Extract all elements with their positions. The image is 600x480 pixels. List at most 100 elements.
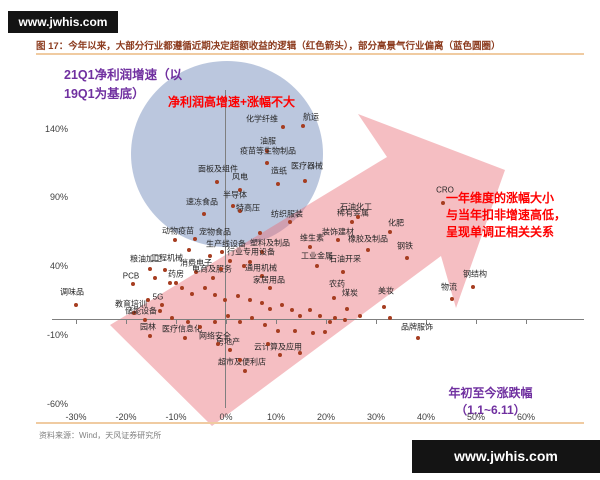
data-point [263,323,267,328]
data-point [290,308,294,312]
data-point-label: 钢铁 [397,241,413,251]
data-point [226,313,230,318]
data-point-label: 园林 [140,322,156,332]
data-point [323,330,327,334]
data-point [74,302,78,307]
data-point-label: 超市及便利店 [218,357,266,366]
data-point [278,353,282,358]
data-point [213,292,217,297]
data-point-label: 石油化工 [340,202,372,211]
data-point [180,286,184,290]
data-point [308,308,312,312]
y-tick-label: 140% [44,123,68,134]
data-point-label: 半导体 [223,190,247,199]
data-point-label: 行业专用设备 [227,247,275,257]
data-point [158,309,162,314]
data-point [213,320,217,325]
data-point-label: 生产线设备 [206,239,246,249]
data-point [318,313,322,318]
data-point [215,180,219,185]
data-point-label: 通用机械 [245,263,277,273]
data-point-label: 化肥 [388,218,404,228]
x-tick-mark [276,319,277,324]
data-point [315,264,319,268]
data-point [366,247,370,252]
data-point-label: 橡胶及制品 [348,234,388,243]
data-point [238,357,242,362]
data-point-label: 造纸 [271,166,287,175]
x-axis-title: 年初至今涨跌幅 （1.1~6.11） [428,385,553,419]
data-point [343,317,347,322]
y-tick-label: 40% [49,261,68,271]
data-point [160,302,164,307]
data-point [416,335,420,340]
data-point [132,310,136,315]
data-point [265,160,269,165]
data-point-label: 物流 [441,282,457,292]
y-tick-label: -60% [46,398,68,409]
data-point-label: 航运 [303,112,319,122]
data-point [238,209,242,213]
data-point-label: 工业金属 [301,251,333,261]
data-point [260,250,264,255]
data-point-label: 工程机械 [151,253,183,263]
y-tick-label: 90% [49,192,68,203]
data-point [258,231,262,235]
arrow-annotation-line3: 呈现单调正相关关系 [446,225,555,239]
data-point-label: 维生素 [300,233,324,243]
data-point [268,286,272,290]
data-point [265,148,269,153]
data-point [203,286,207,290]
title-divider [36,53,584,55]
x-tick-mark [526,319,527,324]
data-point-label: 教育培训 [115,299,147,309]
data-point-label: 动物疫苗 [162,226,194,236]
x-tick-mark [76,319,77,324]
x-tick-mark [476,319,477,324]
data-point [276,328,280,333]
data-point-label: 稀有金属 [337,208,369,218]
x-tick-mark [176,319,177,324]
data-point-label: 塑料及制品 [250,238,290,248]
y-axis-title-line1: 21Q1净利润增速（以 [64,68,183,82]
data-point [288,220,292,224]
x-axis-title-line2: （1.1~6.11） [455,403,526,417]
data-point [388,229,392,234]
watermark-top: www.jwhis.com [8,11,118,33]
data-point-label: 美妆 [378,286,394,296]
data-point-label: 农药 [329,279,345,289]
data-point-label: 纺织服装 [271,209,303,219]
x-tick-label: -10% [165,412,187,422]
data-point [236,294,240,299]
x-tick-mark [226,319,227,324]
x-tick-label: 0% [219,412,233,422]
data-point [228,347,232,352]
x-tick-label: 20% [316,412,336,422]
data-point [336,237,340,242]
data-point [293,328,297,333]
data-point [186,320,190,325]
data-point [198,324,202,329]
x-tick-mark [326,319,327,324]
data-point [298,350,302,355]
data-point [208,254,212,259]
data-point [173,237,177,242]
data-point [471,284,475,289]
data-point [345,306,349,311]
data-point [194,269,198,274]
data-point [356,214,360,219]
data-point [248,298,252,303]
data-point [388,316,392,321]
data-point-label: 特高压 [236,203,260,213]
data-point-label: 油服 [260,136,276,145]
watermark-bottom: www.jwhis.com [412,440,600,473]
data-point-label: 医疗信息化 [162,324,202,333]
arrow-annotation: 一年维度的涨幅大小 与当年扣非增速高低， 呈现单调正相关关系 [446,190,598,241]
data-point [231,203,235,208]
data-point-label: 面板及组件 [198,164,238,174]
data-point [308,244,312,249]
x-tick-mark [376,319,377,324]
data-point [163,268,167,273]
x-tick-mark [426,319,427,324]
